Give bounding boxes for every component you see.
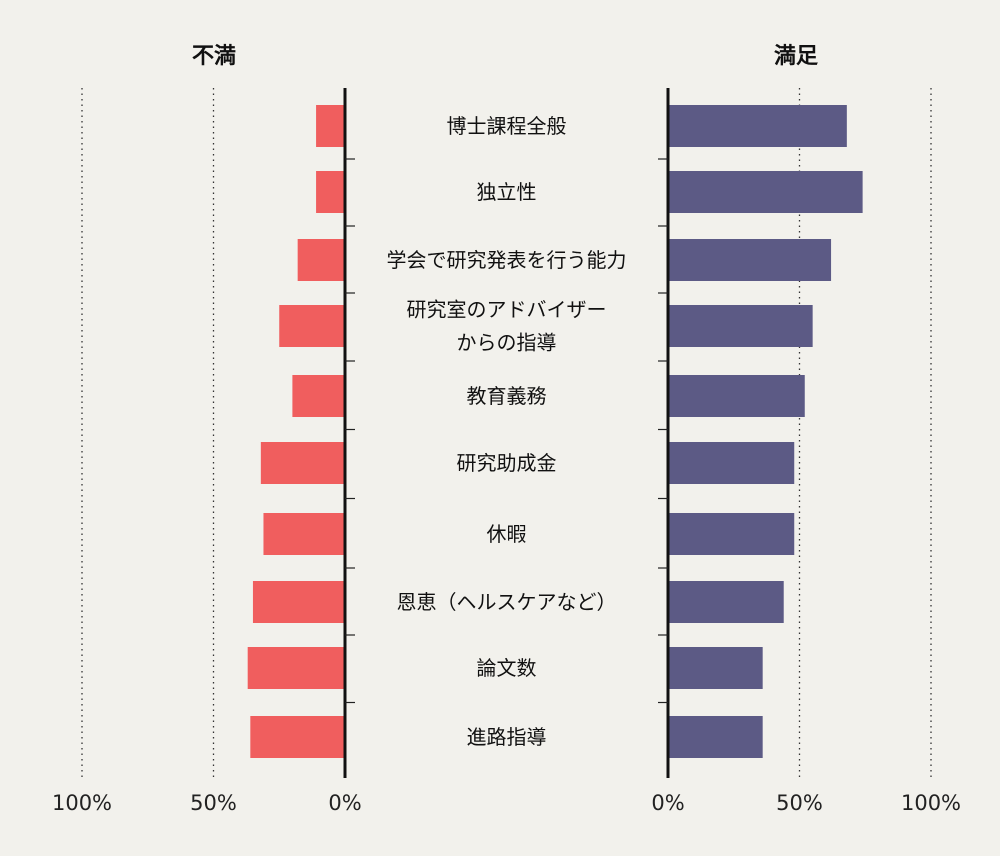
- bar-dissatisfied: [250, 716, 345, 758]
- bar-satisfied: [668, 581, 784, 623]
- bar-dissatisfied: [292, 375, 345, 417]
- bar-satisfied: [668, 442, 795, 484]
- category-label: 独立性: [477, 180, 537, 204]
- left-series-title: 不満: [192, 43, 236, 69]
- bar-satisfied: [668, 239, 832, 281]
- tick-label: 0%: [328, 791, 361, 815]
- bar-dissatisfied: [316, 171, 345, 213]
- category-label: 恩恵（ヘルスケアなど）: [397, 590, 617, 614]
- category-label: 博士課程全般: [447, 114, 567, 138]
- axes: [343, 88, 670, 778]
- bar-dissatisfied: [316, 105, 345, 147]
- category-label: 論文数: [477, 656, 537, 680]
- bar-dissatisfied: [260, 442, 345, 484]
- category-label: 学会で研究発表を行う能力: [387, 248, 627, 272]
- bars: [247, 105, 863, 758]
- category-label: 進路指導: [467, 725, 547, 749]
- bar-satisfied: [668, 647, 763, 689]
- category-label: 研究助成金: [457, 451, 557, 475]
- category-label: 研究室のアドバイザー: [407, 298, 607, 322]
- tick-label: 50%: [776, 791, 823, 815]
- category-label: からの指導: [457, 331, 557, 355]
- bar-satisfied: [668, 716, 763, 758]
- bar-satisfied: [668, 513, 795, 555]
- bar-dissatisfied: [247, 647, 345, 689]
- tick-label: 100%: [52, 791, 112, 815]
- bar-dissatisfied: [263, 513, 345, 555]
- bar-satisfied: [668, 105, 847, 147]
- bar-dissatisfied: [279, 305, 345, 347]
- right-series-title: 満足: [774, 43, 818, 69]
- category-label: 休暇: [487, 522, 527, 546]
- bar-satisfied: [668, 375, 805, 417]
- tick-label: 100%: [901, 791, 961, 815]
- category-labels: 博士課程全般独立性学会で研究発表を行う能力研究室のアドバイザーからの指導教育義務…: [387, 114, 627, 749]
- bar-satisfied: [668, 305, 813, 347]
- bar-dissatisfied: [297, 239, 345, 281]
- tick-labels: 100% 50% 0% 0% 50% 100%: [52, 791, 961, 815]
- bar-dissatisfied: [252, 581, 345, 623]
- category-label: 教育義務: [467, 384, 547, 408]
- tick-label: 0%: [651, 791, 684, 815]
- bar-satisfied: [668, 171, 863, 213]
- tick-label: 50%: [190, 791, 237, 815]
